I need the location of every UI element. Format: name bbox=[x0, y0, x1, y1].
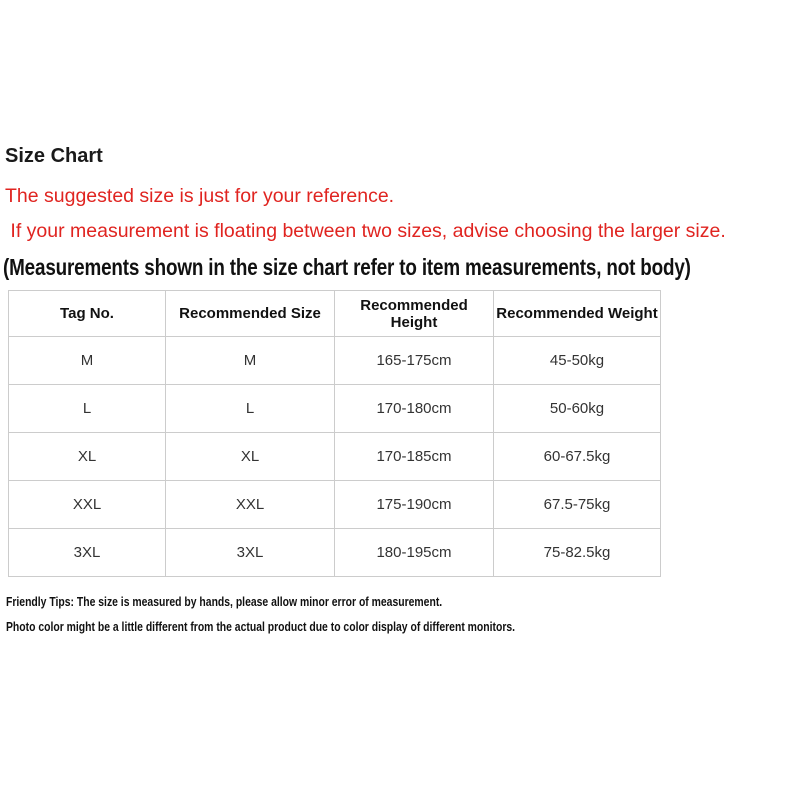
table-cell: 170-180cm bbox=[334, 384, 494, 433]
size-table: Tag No. Recommended Size Recommended Hei… bbox=[8, 290, 661, 577]
size-table-body: M M 165-175cm 45-50kg L L 170-180cm 50-60kg XL XL… bbox=[8, 336, 661, 577]
table-cell: XL bbox=[165, 432, 335, 481]
table-row: XXL XXL 175-190cm 67.5-75kg bbox=[8, 480, 661, 529]
table-cell: XXL bbox=[8, 480, 166, 529]
friendly-tips-note: Friendly Tips: The size is measured by h… bbox=[6, 594, 800, 610]
size-table-header: Tag No. Recommended Size Recommended Hei… bbox=[8, 290, 661, 337]
header-recommended-height: Recommended Height bbox=[334, 290, 494, 337]
table-cell: M bbox=[165, 336, 335, 385]
measurement-note-text: (Measurements shown in the size chart re… bbox=[3, 254, 691, 280]
header-tag-no: Tag No. bbox=[8, 290, 166, 337]
table-row: 3XL 3XL 180-195cm 75-82.5kg bbox=[8, 528, 661, 577]
header-row: Tag No. Recommended Size Recommended Hei… bbox=[8, 290, 661, 337]
table-cell: M bbox=[8, 336, 166, 385]
table-row: M M 165-175cm 45-50kg bbox=[8, 336, 661, 385]
sizing-advice-notice: If your measurement is floating between … bbox=[5, 220, 726, 242]
measurement-note: (Measurements shown in the size chart re… bbox=[3, 254, 800, 280]
table-cell: 170-185cm bbox=[334, 432, 494, 481]
table-cell: 3XL bbox=[8, 528, 166, 577]
size-chart-page: Size Chart The suggested size is just fo… bbox=[3, 145, 800, 635]
photo-color-text: Photo color might be a little different … bbox=[6, 619, 516, 634]
table-cell: L bbox=[8, 384, 166, 433]
table-cell: L bbox=[165, 384, 335, 433]
header-recommended-size: Recommended Size bbox=[165, 290, 335, 337]
table-cell: 180-195cm bbox=[334, 528, 494, 577]
table-cell: 50-60kg bbox=[493, 384, 661, 433]
page-title: Size Chart bbox=[5, 145, 103, 167]
table-row: XL XL 170-185cm 60-67.5kg bbox=[8, 432, 661, 481]
table-row: L L 170-180cm 50-60kg bbox=[8, 384, 661, 433]
table-cell: 3XL bbox=[165, 528, 335, 577]
table-cell: 175-190cm bbox=[334, 480, 494, 529]
table-cell: 165-175cm bbox=[334, 336, 494, 385]
header-recommended-weight: Recommended Weight bbox=[493, 290, 661, 337]
table-cell: 67.5-75kg bbox=[493, 480, 661, 529]
table-cell: 60-67.5kg bbox=[493, 432, 661, 481]
reference-notice: The suggested size is just for your refe… bbox=[5, 185, 395, 207]
table-cell: XXL bbox=[165, 480, 335, 529]
table-cell: 45-50kg bbox=[493, 336, 661, 385]
table-cell: XL bbox=[8, 432, 166, 481]
photo-color-note: Photo color might be a little different … bbox=[6, 619, 800, 635]
friendly-tips-text: Friendly Tips: The size is measured by h… bbox=[6, 594, 443, 609]
table-cell: 75-82.5kg bbox=[493, 528, 661, 577]
